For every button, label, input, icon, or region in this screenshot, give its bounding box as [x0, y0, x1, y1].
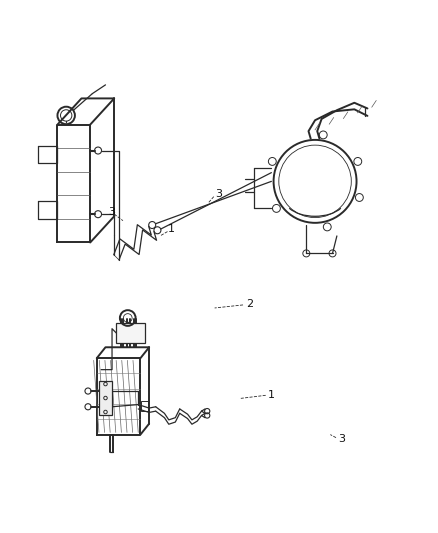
Text: 2: 2: [246, 298, 253, 309]
Bar: [99, 381, 112, 416]
Text: 1: 1: [167, 224, 174, 235]
Text: 3: 3: [109, 207, 116, 217]
Bar: [117, 323, 145, 343]
Text: 3: 3: [338, 434, 345, 444]
Text: 1: 1: [268, 390, 275, 400]
Bar: [141, 401, 148, 411]
Text: 3: 3: [215, 189, 223, 199]
